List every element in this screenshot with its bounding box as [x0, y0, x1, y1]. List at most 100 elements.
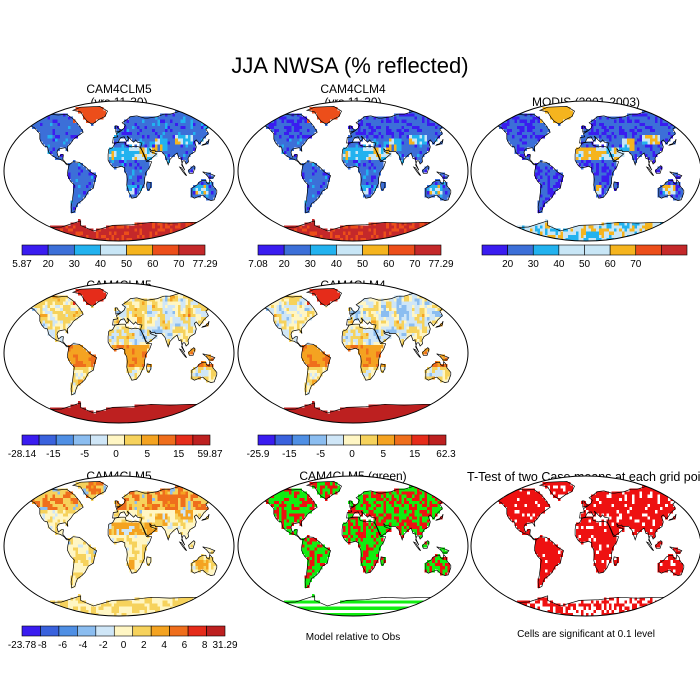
colorbar-box	[388, 244, 416, 256]
p8-note: Model relative to Obs	[305, 632, 401, 643]
coastline-borneo	[655, 165, 663, 174]
coastline-japan	[668, 138, 677, 146]
colorbar-box	[428, 434, 447, 446]
coastline-africa	[107, 516, 153, 574]
coastline-sumatra	[412, 348, 421, 358]
coastline-antarctica	[4, 402, 234, 423]
coastline-sumatra	[412, 166, 421, 176]
coastline-eurasia	[346, 109, 468, 171]
map-frame	[470, 475, 700, 617]
colorbar-box	[206, 625, 226, 637]
coastline-greenland	[538, 481, 575, 500]
coastline-eurasia	[346, 484, 468, 546]
colorbar-box	[47, 244, 75, 256]
colorbar-tick-label: 40	[95, 259, 107, 270]
coastline-northAmerica	[247, 295, 318, 348]
colorbar-tick-label: -23.78	[8, 640, 37, 651]
colorbar-tick-label: 5	[145, 449, 151, 460]
coastline-madagascar	[146, 556, 152, 566]
coastline-borneo	[188, 540, 196, 549]
colorbar-box	[309, 244, 337, 256]
colorbar-tick-label: 0	[121, 640, 127, 651]
colorbar-box	[152, 244, 180, 256]
colorbar-tick-label: 50	[121, 259, 133, 270]
colorbar-box	[394, 434, 413, 446]
colorbar-tick-label: 15	[409, 449, 421, 460]
p9-map	[470, 475, 700, 617]
coastline-britain	[348, 307, 355, 315]
coastline-southAmerica	[533, 536, 565, 589]
coastline-japan	[201, 513, 210, 521]
colorbar-box	[72, 434, 91, 446]
coastline-madagascar	[380, 363, 386, 373]
coastline-britain	[348, 125, 355, 133]
coastline-newGuinea	[669, 171, 683, 179]
p5-colorbar: -25.9 -15 -5 0 5 15 62.3	[247, 434, 456, 460]
colorbar-box	[40, 625, 60, 637]
colorbar-box	[308, 434, 327, 446]
p1-title-line: CAM4CLM5	[86, 82, 152, 96]
p1-colorbar: 5.87 20 30 40 50 60 70 77.29	[12, 244, 218, 270]
colorbar-tick-label: 70	[630, 259, 642, 270]
colorbar-box	[291, 434, 310, 446]
land-field	[4, 283, 234, 423]
colorbar-tick-label: -25.9	[247, 449, 270, 460]
colorbar-box	[635, 244, 662, 256]
coastline-britain	[114, 125, 121, 133]
coastline-australia	[425, 553, 452, 576]
coastline-antarctica	[238, 402, 468, 423]
colorbar-box	[126, 244, 154, 256]
coastline-britain	[581, 500, 588, 508]
colorbar-box	[362, 244, 390, 256]
colorbar-tick-label: -15	[46, 449, 61, 460]
coastline-sumatra	[645, 166, 654, 176]
coastline-borneo	[422, 165, 430, 174]
colorbar-box	[178, 244, 206, 256]
coastline-antarctica	[4, 595, 234, 616]
coastline-northAmerica	[480, 113, 551, 166]
p3-colorbar: 20 30 40 50 60 70	[481, 244, 688, 270]
coastline-sumatra	[178, 348, 187, 358]
coastlines	[238, 106, 468, 241]
coastline-britain	[581, 125, 588, 133]
colorbar-box	[55, 434, 74, 446]
colorbar-tick-label: 20	[43, 259, 55, 270]
coastline-newGuinea	[669, 546, 683, 554]
coastline-antarctica	[238, 595, 468, 616]
coastline-eurasia	[346, 291, 468, 353]
colorbar-tick-label: -4	[78, 640, 87, 651]
coastline-newGuinea	[436, 353, 450, 361]
coastline-northAmerica	[13, 113, 84, 166]
land-field	[4, 476, 234, 616]
coastline-africa	[341, 323, 387, 381]
colorbar-box	[257, 244, 285, 256]
coastline-australia	[191, 360, 218, 383]
p4-colorbar: -28.14 -15 -5 0 5 15 59.87	[8, 434, 223, 460]
p2-map	[237, 100, 469, 242]
colorbar-box	[58, 625, 78, 637]
colorbar-tick-label: -5	[316, 449, 325, 460]
colorbar-box	[187, 625, 207, 637]
coastline-africa	[107, 141, 153, 199]
colorbar-box	[21, 434, 40, 446]
map-frame	[237, 282, 469, 424]
coastline-madagascar	[380, 181, 386, 191]
coastline-newGuinea	[202, 546, 216, 554]
coastline-newGuinea	[202, 171, 216, 179]
coastline-japan	[435, 138, 444, 146]
colorbar-box	[158, 434, 177, 446]
coastline-eurasia	[579, 484, 700, 546]
colorbar-tick-label: 70	[409, 259, 421, 270]
coastline-africa	[341, 141, 387, 199]
colorbar-box	[257, 434, 276, 446]
colorbar-box	[584, 244, 611, 256]
map-frame	[237, 100, 469, 242]
coastline-japan	[201, 320, 210, 328]
coastline-eurasia	[112, 484, 234, 546]
coastline-southAmerica	[300, 161, 332, 214]
coastline-africa	[574, 516, 620, 574]
colorbar-box	[141, 434, 160, 446]
colorbar-tick-label: 5.87	[12, 259, 32, 270]
colorbar-box	[132, 625, 152, 637]
coastline-madagascar	[146, 181, 152, 191]
